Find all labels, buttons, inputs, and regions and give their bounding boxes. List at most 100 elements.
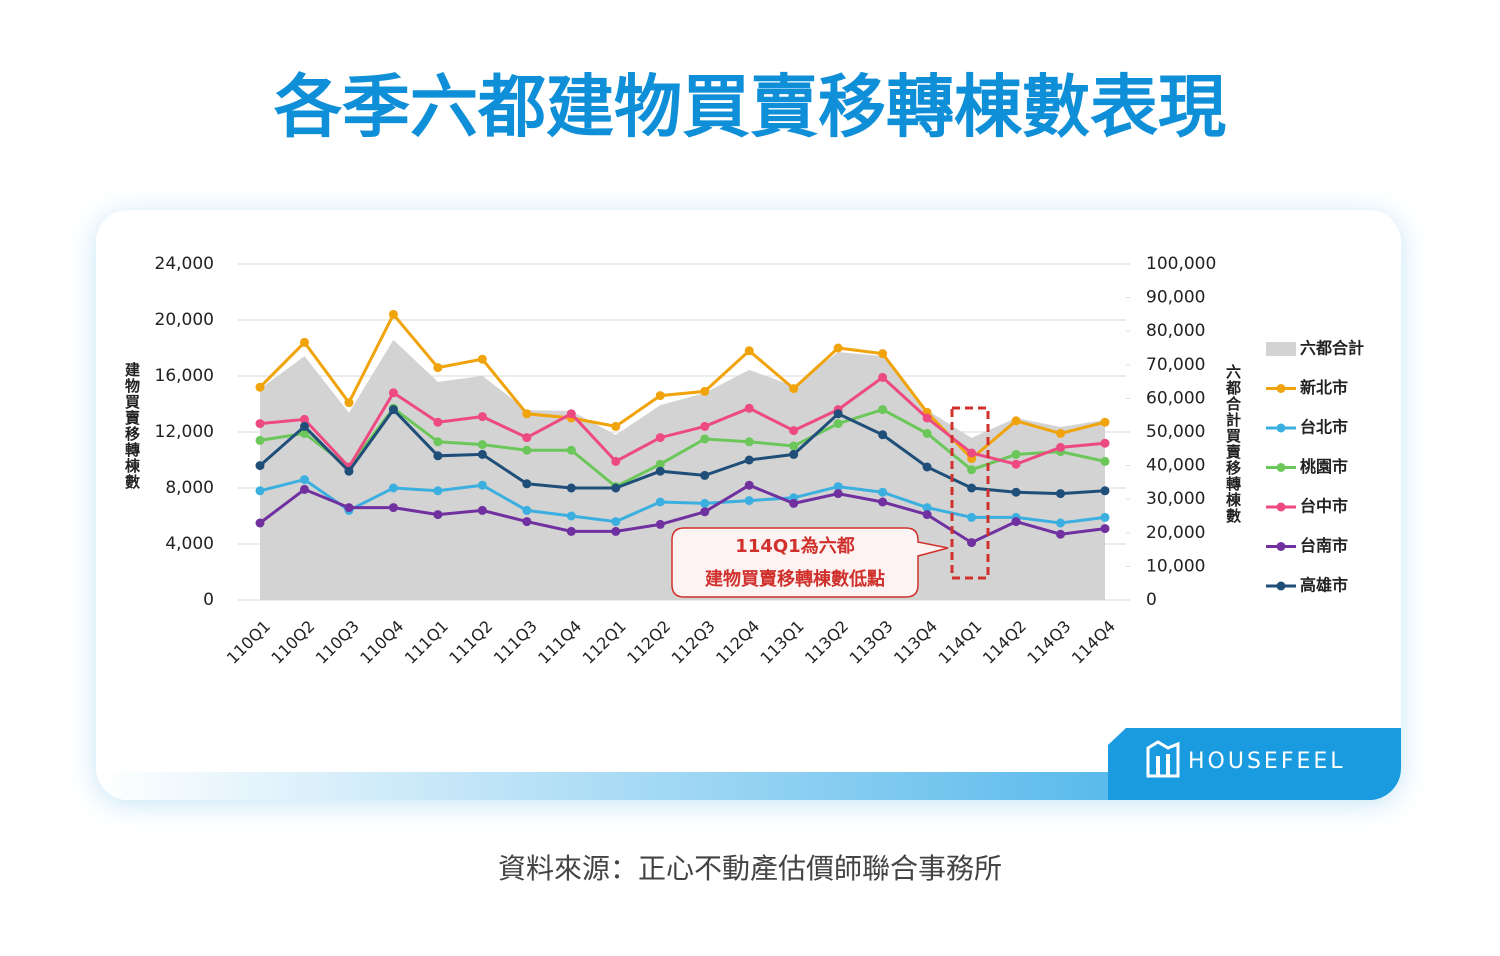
point	[744, 455, 754, 465]
point	[700, 386, 710, 396]
legend-swatch	[1276, 423, 1286, 433]
point	[388, 405, 398, 415]
point	[789, 426, 799, 436]
y2-tick-label: 10,000	[1146, 556, 1205, 576]
y-tick-label: 16,000	[155, 366, 214, 386]
y2-tick-label: 100,000	[1146, 254, 1216, 274]
point	[611, 517, 621, 527]
point	[522, 445, 532, 455]
point	[477, 505, 487, 515]
point	[833, 482, 843, 492]
point	[1011, 449, 1021, 459]
point	[1056, 442, 1066, 452]
point	[566, 526, 576, 536]
point	[922, 413, 932, 423]
point	[833, 343, 843, 353]
point	[1056, 428, 1066, 438]
y-axis-label: 建物買賣移轉棟數	[123, 361, 141, 490]
point	[700, 498, 710, 508]
point	[299, 428, 309, 438]
point	[1011, 416, 1021, 426]
annotation-line: 114Q1為六都	[735, 535, 854, 557]
point	[1056, 518, 1066, 528]
point	[922, 510, 932, 520]
point	[477, 480, 487, 490]
point	[566, 409, 576, 419]
legend-swatch	[1276, 581, 1286, 591]
point	[744, 496, 754, 506]
line	[259, 407, 1106, 496]
legend-label: 高雄市	[1300, 576, 1348, 595]
point	[477, 354, 487, 364]
y2-tick-label: 80,000	[1146, 321, 1205, 341]
point	[299, 484, 309, 494]
logo-text: HOUSEFEEL	[1188, 749, 1346, 774]
legend-swatch	[1266, 342, 1296, 356]
point	[611, 483, 621, 493]
point	[388, 483, 398, 493]
line	[259, 375, 1106, 470]
y2-tick-label: 70,000	[1146, 355, 1205, 375]
y2-tick-label: 0	[1146, 590, 1157, 610]
point	[789, 384, 799, 394]
point	[522, 409, 532, 419]
point	[1011, 487, 1021, 497]
card-footer	[96, 728, 1401, 800]
legend-label: 台南市	[1300, 536, 1348, 555]
point	[1056, 529, 1066, 539]
point	[1100, 438, 1110, 448]
point	[833, 409, 843, 419]
point	[611, 456, 621, 466]
point	[1100, 456, 1110, 466]
annotation-line: 建物買賣移轉棟數低點	[705, 568, 885, 590]
point	[1100, 512, 1110, 522]
point	[1011, 517, 1021, 527]
point	[744, 480, 754, 490]
point	[967, 538, 977, 548]
point	[922, 503, 932, 513]
point	[789, 498, 799, 508]
y2-tick-label: 60,000	[1146, 388, 1205, 408]
y2-tick-label: 40,000	[1146, 456, 1205, 476]
point	[878, 497, 888, 507]
y2-tick-label: 50,000	[1146, 422, 1205, 442]
point	[878, 349, 888, 359]
legend-swatch	[1276, 542, 1286, 551]
point	[700, 507, 710, 517]
point	[255, 435, 265, 445]
point	[789, 449, 799, 459]
point	[744, 346, 754, 356]
legend-label: 台北市	[1300, 418, 1348, 437]
point	[299, 337, 309, 347]
point	[344, 503, 354, 513]
y-tick-label: 12,000	[155, 422, 214, 442]
title: 各季六都建物買賣移轉棟數表現	[274, 69, 1226, 148]
legend-label: 台中市	[1300, 497, 1348, 516]
point	[522, 517, 532, 527]
point	[1100, 417, 1110, 427]
point	[255, 518, 265, 528]
point	[744, 437, 754, 447]
point	[1056, 489, 1066, 499]
legend-label: 新北市	[1300, 378, 1348, 397]
point	[655, 391, 665, 401]
point	[700, 434, 710, 444]
y-tick-label: 20,000	[155, 310, 214, 330]
point	[744, 403, 754, 413]
y2-tick-label: 30,000	[1146, 489, 1205, 509]
point	[255, 486, 265, 496]
logo-icon	[1146, 740, 1180, 778]
point	[878, 405, 888, 415]
point	[299, 421, 309, 431]
line	[259, 477, 1106, 525]
legend-label: 桃園市	[1300, 457, 1348, 476]
point	[967, 465, 977, 475]
legend-swatch	[1276, 502, 1286, 512]
point	[1011, 459, 1021, 469]
point	[611, 421, 621, 431]
point	[967, 483, 977, 493]
point	[655, 459, 665, 469]
y-tick-label: 4,000	[165, 534, 214, 554]
